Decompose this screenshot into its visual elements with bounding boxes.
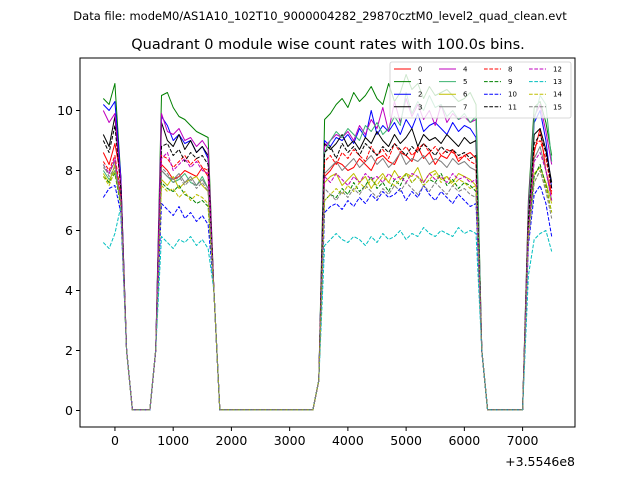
x-tick-label: 4000 bbox=[332, 433, 364, 448]
y-tick-label: 10 bbox=[57, 103, 73, 118]
chart-title: Quadrant 0 module wise count rates with … bbox=[131, 37, 525, 53]
x-tick-label: 5000 bbox=[390, 433, 422, 448]
legend-label-6: 6 bbox=[463, 91, 468, 99]
x-tick-label: 0 bbox=[111, 433, 119, 448]
x-offset-label: +3.5546e8 bbox=[505, 454, 575, 469]
legend-label-8: 8 bbox=[508, 66, 512, 74]
legend-label-0: 0 bbox=[418, 66, 422, 74]
y-axis: 0 2 4 6 8 10 bbox=[57, 103, 80, 418]
y-tick-label: 0 bbox=[65, 403, 73, 418]
legend-label-14: 14 bbox=[553, 91, 562, 99]
axes-frame bbox=[79, 57, 576, 428]
series-line-8 bbox=[102, 140, 553, 411]
y-tick-label: 2 bbox=[65, 343, 73, 358]
figure-suptitle: Data file: modeM0/AS1A10_102T10_90000042… bbox=[73, 9, 567, 23]
y-tick-label: 8 bbox=[65, 163, 73, 178]
legend-label-4: 4 bbox=[463, 66, 468, 74]
y-tick-label: 4 bbox=[65, 283, 73, 298]
legend-label-9: 9 bbox=[508, 78, 512, 86]
x-axis: 0 1000 2000 3000 4000 5000 6000 7000 bbox=[111, 427, 539, 448]
legend-label-13: 13 bbox=[553, 78, 562, 86]
legend-label-2: 2 bbox=[418, 91, 422, 99]
y-tick-label: 6 bbox=[65, 223, 73, 238]
series-line-12 bbox=[102, 152, 553, 411]
series-line-15 bbox=[102, 164, 553, 411]
series-line-5 bbox=[102, 92, 553, 411]
legend-label-11: 11 bbox=[508, 103, 517, 111]
series-line-11 bbox=[102, 125, 553, 411]
x-tick-label: 1000 bbox=[157, 433, 189, 448]
series-layer bbox=[102, 74, 553, 411]
series-line-4 bbox=[102, 98, 553, 411]
series-line-3 bbox=[102, 116, 553, 411]
series-line-14 bbox=[102, 170, 553, 411]
legend-label-1: 1 bbox=[418, 78, 422, 86]
series-line-7 bbox=[102, 146, 553, 411]
x-tick-label: 3000 bbox=[274, 433, 306, 448]
legend-label-5: 5 bbox=[463, 78, 467, 86]
legend-label-10: 10 bbox=[508, 91, 517, 99]
x-tick-label: 2000 bbox=[216, 433, 248, 448]
legend-label-3: 3 bbox=[418, 103, 422, 111]
series-line-10 bbox=[102, 185, 553, 411]
x-tick-label: 6000 bbox=[448, 433, 480, 448]
legend-label-12: 12 bbox=[553, 66, 562, 74]
legend-box bbox=[389, 61, 572, 119]
series-line-2 bbox=[102, 101, 553, 411]
x-tick-label: 7000 bbox=[507, 433, 539, 448]
series-line-13 bbox=[102, 206, 553, 411]
legend-label-15: 15 bbox=[553, 103, 562, 111]
legend-label-7: 7 bbox=[463, 103, 467, 111]
